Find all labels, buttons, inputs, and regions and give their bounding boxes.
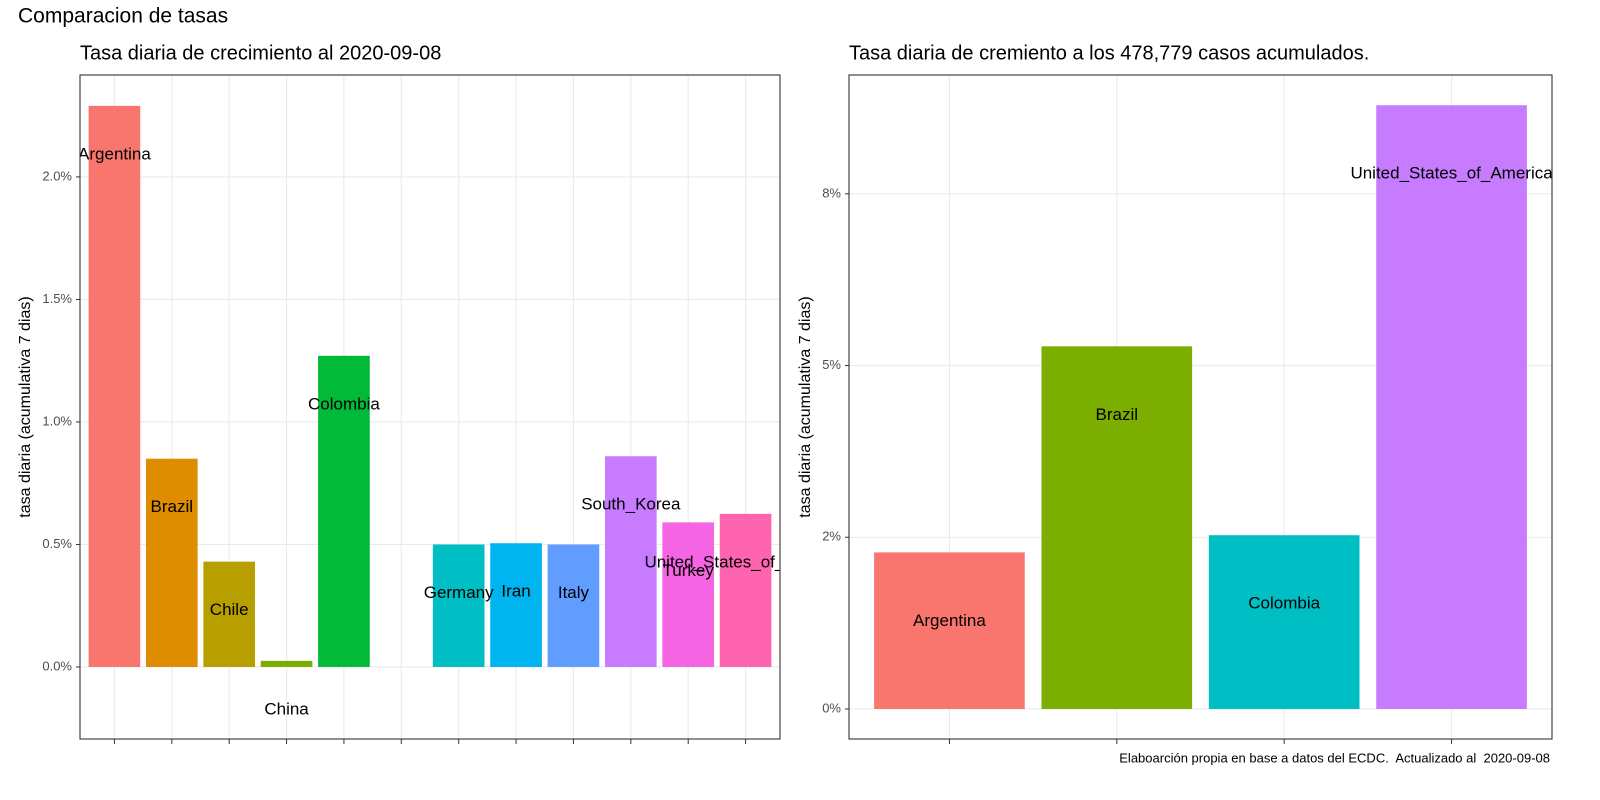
bar <box>605 456 657 667</box>
bar <box>719 513 772 667</box>
bar-label: Iran <box>501 582 530 601</box>
bar-label: Colombia <box>1248 594 1320 613</box>
bar <box>432 544 485 667</box>
y-tick-label: 2% <box>822 529 841 544</box>
panel-border <box>79 74 781 740</box>
bar-label: United_States_of_America <box>644 552 847 571</box>
y-tick-label: 0% <box>822 700 841 715</box>
bar-label: Argentina <box>78 144 151 163</box>
y-tick-label: 8% <box>822 185 841 200</box>
chart-title: Tasa diaria de cremiento a los 478,779 c… <box>849 42 1369 64</box>
plot-area: Argentina Brazil Chile China Colombia Germany… <box>78 105 847 718</box>
bar-label: Italy <box>558 583 590 602</box>
page-title: Comparacion de tasas <box>18 5 228 28</box>
bar <box>490 543 542 667</box>
bar-label: South_Korea <box>581 495 681 514</box>
bar-label: Colombia <box>308 394 380 413</box>
bar <box>203 561 255 667</box>
panel-border <box>848 74 1553 740</box>
bar-label: China <box>264 699 309 718</box>
y-tick-label: 2.0% <box>42 168 72 183</box>
y-tick-label: 0.0% <box>42 658 72 673</box>
bar <box>662 522 715 667</box>
bar <box>1041 346 1193 709</box>
chart-title: Tasa diaria de crecimiento al 2020-09-08 <box>80 42 441 64</box>
bar-label: Turkey <box>663 561 715 580</box>
bar <box>88 105 141 667</box>
bar-label: Chile <box>210 600 249 619</box>
y-axis-label: tasa diaria (acumulativa 7 dias) <box>797 296 814 517</box>
bar-label: Brazil <box>1096 405 1139 424</box>
caption: Elaboarción propia en base a datos del E… <box>1119 750 1550 765</box>
y-tick-label: 5% <box>822 357 841 372</box>
bar <box>145 458 198 667</box>
y-tick-label: 0.5% <box>42 536 72 551</box>
bar-label: Brazil <box>151 497 194 516</box>
bar <box>547 544 600 667</box>
bar <box>874 552 1025 709</box>
bar <box>318 355 370 667</box>
y-tick-label: 1.0% <box>42 413 72 428</box>
bar <box>1376 105 1527 709</box>
bar <box>1208 535 1360 709</box>
plot-area: Argentina Brazil Colombia United_States_of_… <box>874 105 1553 709</box>
y-axis-label: tasa diaria (acumulativa 7 dias) <box>17 296 34 517</box>
bar-label: United_States_of_America <box>1350 164 1553 183</box>
y-tick-label: 1.5% <box>42 291 72 306</box>
bar-label: Argentina <box>913 611 986 630</box>
bar <box>260 660 313 667</box>
bar-label: Germany <box>424 583 494 602</box>
